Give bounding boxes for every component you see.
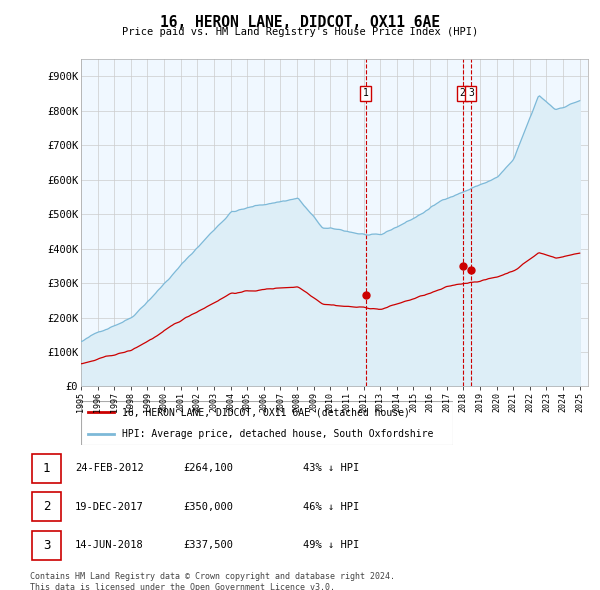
Text: 2018: 2018	[459, 392, 468, 412]
Text: 1998: 1998	[127, 392, 136, 412]
Text: 16, HERON LANE, DIDCOT, OX11 6AE (detached house): 16, HERON LANE, DIDCOT, OX11 6AE (detach…	[122, 407, 410, 417]
Text: 43% ↓ HPI: 43% ↓ HPI	[303, 464, 359, 473]
Text: 2021: 2021	[509, 392, 518, 412]
Text: 19-DEC-2017: 19-DEC-2017	[75, 502, 144, 512]
Text: 2024: 2024	[559, 392, 568, 412]
Text: 24-FEB-2012: 24-FEB-2012	[75, 464, 144, 473]
Text: 2011: 2011	[343, 392, 352, 412]
Text: 2014: 2014	[392, 392, 401, 412]
Text: 2019: 2019	[475, 392, 484, 412]
Text: 3: 3	[43, 539, 50, 552]
Text: 1997: 1997	[110, 392, 119, 412]
Text: HPI: Average price, detached house, South Oxfordshire: HPI: Average price, detached house, Sout…	[122, 430, 433, 440]
Text: 2003: 2003	[209, 392, 218, 412]
Text: 2020: 2020	[492, 392, 501, 412]
Text: 2001: 2001	[176, 392, 185, 412]
Text: 2022: 2022	[526, 392, 535, 412]
Text: 2012: 2012	[359, 392, 368, 412]
Text: 2005: 2005	[243, 392, 252, 412]
Text: 3: 3	[468, 88, 474, 99]
Text: 2015: 2015	[409, 392, 418, 412]
Text: 2000: 2000	[160, 392, 169, 412]
Text: £337,500: £337,500	[183, 540, 233, 550]
Text: 2010: 2010	[326, 392, 335, 412]
Text: 2008: 2008	[293, 392, 302, 412]
Text: £350,000: £350,000	[183, 502, 233, 512]
Text: 2016: 2016	[425, 392, 434, 412]
Text: 49% ↓ HPI: 49% ↓ HPI	[303, 540, 359, 550]
Text: 2: 2	[460, 88, 466, 99]
Text: 2025: 2025	[575, 392, 584, 412]
Bar	[32, 492, 61, 522]
Text: 2023: 2023	[542, 392, 551, 412]
Text: 2006: 2006	[259, 392, 268, 412]
Text: 16, HERON LANE, DIDCOT, OX11 6AE: 16, HERON LANE, DIDCOT, OX11 6AE	[160, 15, 440, 30]
Text: 46% ↓ HPI: 46% ↓ HPI	[303, 502, 359, 512]
Text: 1: 1	[363, 88, 368, 99]
Bar	[32, 530, 61, 560]
Text: Price paid vs. HM Land Registry's House Price Index (HPI): Price paid vs. HM Land Registry's House …	[122, 27, 478, 37]
Text: 1999: 1999	[143, 392, 152, 412]
Text: 2004: 2004	[226, 392, 235, 412]
Text: 14-JUN-2018: 14-JUN-2018	[75, 540, 144, 550]
Text: 2017: 2017	[442, 392, 451, 412]
Text: Contains HM Land Registry data © Crown copyright and database right 2024.
This d: Contains HM Land Registry data © Crown c…	[30, 572, 395, 590]
Text: 2002: 2002	[193, 392, 202, 412]
Text: 2: 2	[43, 500, 50, 513]
Text: 1: 1	[43, 462, 50, 475]
Text: 2013: 2013	[376, 392, 385, 412]
Text: 2009: 2009	[309, 392, 318, 412]
Text: 2007: 2007	[276, 392, 285, 412]
Text: 1995: 1995	[77, 392, 86, 412]
Text: 1996: 1996	[93, 392, 102, 412]
Bar	[32, 454, 61, 483]
Text: £264,100: £264,100	[183, 464, 233, 473]
